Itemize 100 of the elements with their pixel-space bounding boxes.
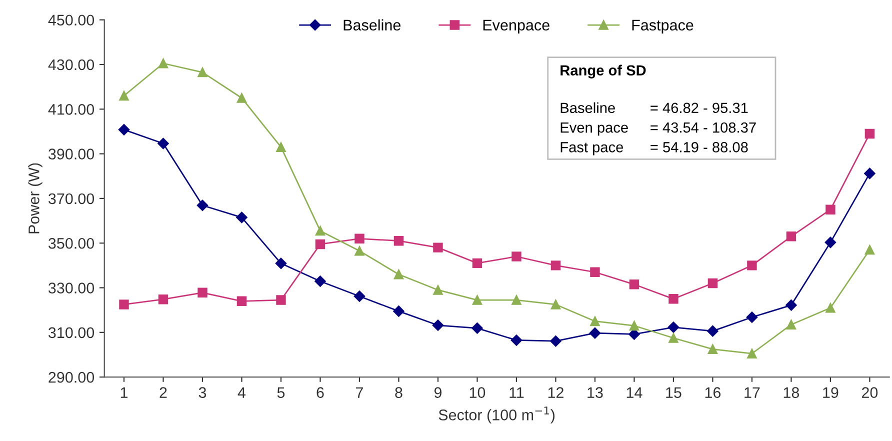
point [119,90,129,101]
point [354,246,364,256]
annotation: Even pace [560,122,628,136]
x-tick-label: 13 [588,387,603,398]
point [590,267,600,277]
annotation: = 43.54 - 108.37 [650,122,756,133]
point [236,296,247,306]
point [354,234,364,244]
y-tick-label: 450.00 [48,14,94,26]
x-tick-label: 7 [356,387,363,398]
point [550,300,561,310]
legend-label: Evenpace [483,20,550,34]
point [394,269,404,280]
legend-label: Baseline [344,19,400,31]
point [158,294,168,304]
point [550,260,561,270]
annotation: Range of SD [560,64,646,78]
x-tick-label: 11 [510,387,524,398]
point [198,288,208,298]
point [746,312,758,323]
point [275,258,287,270]
point [196,200,208,211]
point [826,204,836,214]
annotation: Baseline [560,102,615,114]
point [589,327,601,339]
x-tick-label: 9 [434,387,442,398]
x-tick-label: 12 [548,387,564,398]
x-tick-label: 3 [198,387,206,398]
annotation: Fast pace [560,142,624,156]
y-tick-label: 410.00 [48,104,94,115]
point [432,320,444,331]
point [393,306,404,317]
point [707,325,718,337]
x-tick-label: 14 [626,387,642,398]
point [119,300,129,310]
point [708,344,718,354]
point [315,239,326,250]
point [824,236,836,248]
point [198,67,208,78]
point [472,258,482,268]
point [747,348,757,358]
point [786,300,797,311]
point [629,320,640,331]
point [786,232,796,242]
x-tick-label: 19 [823,387,838,398]
x-tick-label: 6 [316,387,324,398]
point [590,316,600,326]
x-tick-label: 2 [160,387,167,398]
y-tick-label: 290.00 [48,372,94,383]
y-tick-label: 370.00 [48,193,94,204]
point [354,290,366,302]
point [472,295,482,305]
point [433,242,443,252]
legend-label: Fastpace [632,20,694,34]
point [472,322,483,334]
point [276,142,286,152]
x-tick-label: 20 [862,387,878,398]
y-tick-label: 330.00 [48,282,94,294]
point [512,252,522,262]
point [512,295,522,305]
x-tick-label: 16 [705,387,721,398]
point [747,260,757,270]
point [236,212,248,224]
point [158,58,168,68]
point [236,93,247,103]
point [864,128,875,139]
y-axis-title: Power (W) [28,163,42,234]
x-tick-label: 8 [395,387,402,398]
point [510,334,522,346]
x-tick-label: 15 [666,387,682,398]
annotation: = 54.19 - 88.08 [650,142,748,152]
point [668,294,678,304]
point [629,280,640,290]
point [708,278,718,288]
x-tick-label: 10 [470,387,486,398]
point [433,285,443,295]
point [786,320,796,330]
x-tick-label: 1 [120,387,128,398]
x-tick-label: 4 [238,387,246,398]
point [550,336,562,347]
point [158,138,169,150]
x-tick-label: 18 [784,387,800,398]
x-axis-title: Sector (100 m$^{−1}$) [438,406,555,424]
point [668,322,680,333]
point [118,124,130,136]
y-tick-label: 310.00 [48,327,94,338]
x-tick-label: 5 [277,387,285,398]
y-tick-label: 350.00 [48,238,94,249]
point [394,236,404,246]
point [314,276,326,287]
y-tick-label: 390.00 [48,148,94,160]
annotation: = 46.82 - 95.31 [650,102,748,114]
point [315,226,326,236]
point [864,168,876,180]
point [668,333,678,343]
point [864,244,875,255]
point [276,295,286,305]
x-tick-label: 17 [744,387,760,398]
point [826,302,836,313]
y-tick-label: 430.00 [48,59,94,70]
